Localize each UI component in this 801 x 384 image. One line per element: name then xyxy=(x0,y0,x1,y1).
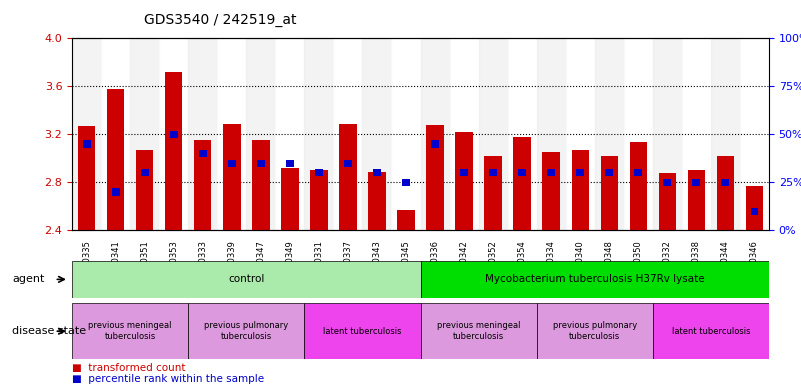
Bar xyxy=(72,261,421,298)
Bar xyxy=(606,169,614,176)
Bar xyxy=(508,38,537,230)
Bar xyxy=(362,38,392,230)
Text: previous pulmonary
tuberculosis: previous pulmonary tuberculosis xyxy=(204,321,288,341)
Bar xyxy=(276,38,304,230)
Bar xyxy=(653,303,769,359)
Bar xyxy=(746,186,763,230)
Bar xyxy=(304,303,421,359)
Bar xyxy=(722,179,730,186)
Bar xyxy=(217,38,247,230)
Bar xyxy=(170,131,178,138)
Bar xyxy=(687,170,705,230)
Bar xyxy=(392,38,421,230)
Bar xyxy=(485,156,501,230)
Bar xyxy=(566,38,594,230)
Bar xyxy=(634,169,642,176)
Bar xyxy=(83,141,91,147)
Text: latent tuberculosis: latent tuberculosis xyxy=(671,327,751,336)
Bar xyxy=(653,38,682,230)
Bar xyxy=(455,132,473,230)
Bar xyxy=(227,160,235,167)
Bar xyxy=(537,303,653,359)
Bar xyxy=(136,150,153,230)
Bar xyxy=(368,172,385,230)
Bar xyxy=(449,38,478,230)
Bar xyxy=(489,169,497,176)
Text: ■  percentile rank within the sample: ■ percentile rank within the sample xyxy=(72,374,264,384)
Bar xyxy=(658,173,676,230)
Bar xyxy=(751,208,759,215)
Text: agent: agent xyxy=(12,274,44,285)
Bar xyxy=(426,125,444,230)
Bar xyxy=(460,169,468,176)
Bar xyxy=(165,72,183,230)
Bar xyxy=(107,89,124,230)
Text: Mycobacterium tuberculosis H37Rv lysate: Mycobacterium tuberculosis H37Rv lysate xyxy=(485,274,705,285)
Bar xyxy=(72,38,101,230)
Bar xyxy=(518,169,526,176)
Bar xyxy=(478,38,508,230)
Bar xyxy=(310,170,328,230)
Bar xyxy=(421,303,537,359)
Bar xyxy=(101,38,130,230)
Bar xyxy=(663,179,671,186)
Bar xyxy=(682,38,711,230)
Bar xyxy=(194,141,211,230)
Bar xyxy=(576,169,584,176)
Bar xyxy=(304,38,333,230)
Bar xyxy=(281,168,299,230)
Bar xyxy=(542,152,560,230)
Bar xyxy=(223,124,240,230)
Bar xyxy=(315,169,323,176)
Bar xyxy=(111,189,119,195)
Bar xyxy=(78,126,95,230)
Bar xyxy=(624,38,653,230)
Bar xyxy=(199,150,207,157)
Bar xyxy=(421,38,449,230)
Bar xyxy=(373,169,381,176)
Bar xyxy=(286,160,294,167)
Bar xyxy=(252,141,269,230)
Text: previous meningeal
tuberculosis: previous meningeal tuberculosis xyxy=(88,321,172,341)
Bar xyxy=(344,160,352,167)
Bar xyxy=(339,124,356,230)
Bar xyxy=(537,38,566,230)
Bar xyxy=(601,156,618,230)
Bar xyxy=(571,150,589,230)
Bar xyxy=(188,38,217,230)
Bar xyxy=(740,38,769,230)
Bar xyxy=(402,179,410,186)
Bar xyxy=(130,38,159,230)
Bar xyxy=(397,210,415,230)
Bar xyxy=(188,303,304,359)
Bar xyxy=(594,38,624,230)
Bar xyxy=(513,137,531,230)
Text: GDS3540 / 242519_at: GDS3540 / 242519_at xyxy=(144,13,296,27)
Text: previous pulmonary
tuberculosis: previous pulmonary tuberculosis xyxy=(553,321,637,341)
Bar xyxy=(257,160,265,167)
Bar xyxy=(72,303,188,359)
Text: ■  transformed count: ■ transformed count xyxy=(72,363,186,373)
Bar xyxy=(421,261,769,298)
Bar xyxy=(717,156,734,230)
Bar xyxy=(159,38,188,230)
Text: previous meningeal
tuberculosis: previous meningeal tuberculosis xyxy=(437,321,521,341)
Bar xyxy=(710,38,740,230)
Text: latent tuberculosis: latent tuberculosis xyxy=(323,327,402,336)
Bar xyxy=(333,38,362,230)
Bar xyxy=(692,179,700,186)
Text: disease state: disease state xyxy=(12,326,87,336)
Bar xyxy=(630,142,647,230)
Bar xyxy=(547,169,555,176)
Bar xyxy=(141,169,149,176)
Bar xyxy=(431,141,439,147)
Text: control: control xyxy=(228,274,264,285)
Bar xyxy=(247,38,276,230)
